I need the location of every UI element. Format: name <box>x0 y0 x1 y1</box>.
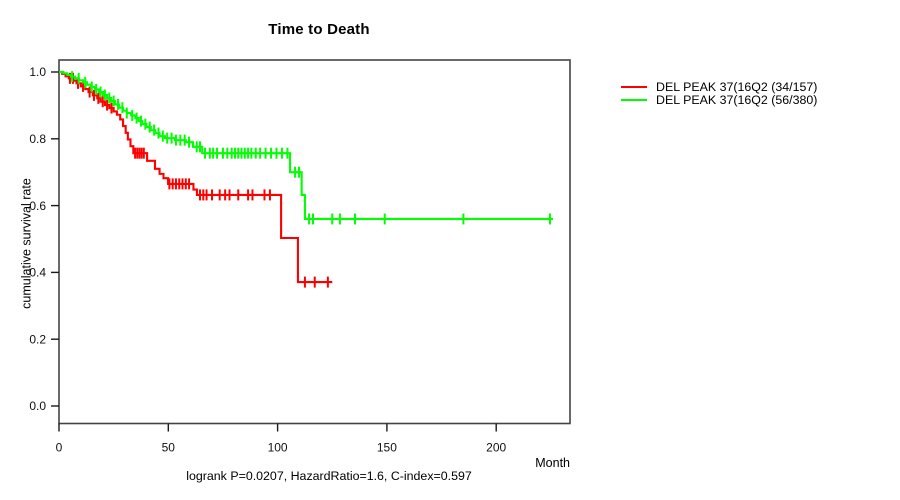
legend-line-swatch-red <box>621 86 647 89</box>
y-axis-tick-label: 0.0 <box>29 399 46 413</box>
legend-label-group1: DEL PEAK 37(16Q2 (34/157) <box>656 80 818 94</box>
y-axis-title: cumulative survival rate <box>19 178 34 309</box>
x-axis-title: Month <box>535 456 570 470</box>
y-axis-tick-label: 0.2 <box>29 332 46 346</box>
y-axis-tick-label: 0.6 <box>29 199 46 213</box>
chart-title: Time to Death <box>268 21 370 38</box>
legend-line-swatch-green <box>621 98 647 102</box>
x-axis-tick-label: 200 <box>486 441 506 455</box>
x-axis-tick-label: 50 <box>162 441 176 455</box>
x-axis-tick-label: 150 <box>377 441 397 455</box>
plot-box <box>58 59 571 425</box>
y-axis-tick-label: 0.4 <box>29 266 46 280</box>
legend: DEL PEAK 37(16Q2 (34/157) DEL PEAK 37(16… <box>621 81 817 106</box>
legend-label-group2: DEL PEAK 37(16Q2 (56/380) <box>656 92 818 107</box>
survival-curve-group1 <box>59 70 333 284</box>
x-axis-tick-label: 0 <box>56 441 63 455</box>
x-axis-tick-label: 100 <box>268 441 288 455</box>
y-axis-tick-label: 0.8 <box>29 132 46 146</box>
statistics-footnote: logrank P=0.0207, HazardRatio=1.6, C-ind… <box>186 469 472 483</box>
legend-entry-group1: DEL PEAK 37(16Q2 (34/157) <box>621 81 817 94</box>
y-axis-tick-label: 1.0 <box>29 65 46 79</box>
legend-entry-group2: DEL PEAK 37(16Q2 (56/380) <box>621 92 818 107</box>
